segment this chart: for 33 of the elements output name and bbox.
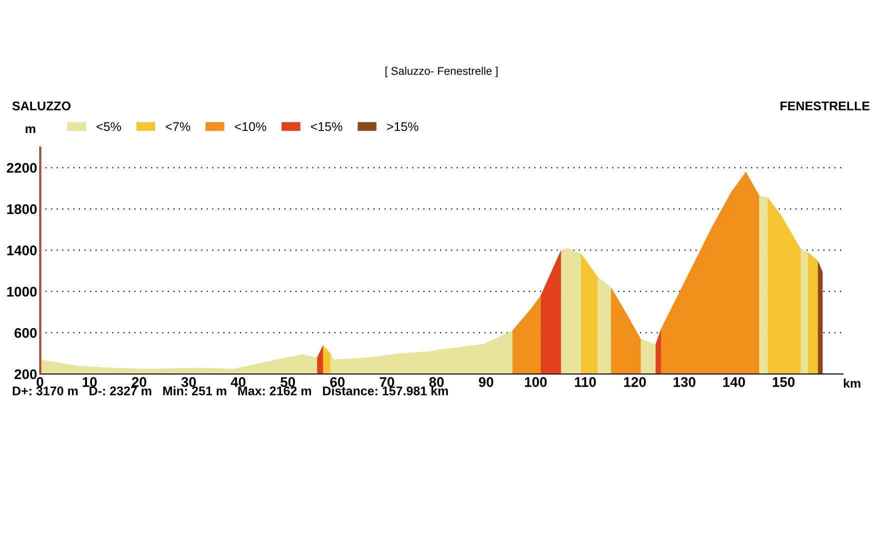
y-tick-label: 200	[14, 369, 37, 380]
x-tick-label: 100	[524, 377, 547, 387]
legend-label: <15%	[310, 122, 342, 132]
x-tick-label: 10	[82, 377, 97, 387]
y-tick-label: 1800	[7, 204, 37, 214]
y-tick-label: 1000	[7, 286, 37, 297]
x-tick-label: 140	[723, 377, 745, 387]
x-tick-label: 90	[478, 377, 494, 387]
legend-label: <7%	[166, 122, 190, 131]
x-tick-label: 20	[132, 377, 146, 387]
y-tick-label: 600	[14, 328, 37, 338]
x-tick-label: 0	[36, 377, 44, 387]
text: FENESTRELLE	[780, 102, 870, 110]
legend-label: <10%	[234, 122, 266, 132]
x-tick-label: 70	[380, 377, 394, 387]
text: D+: 3170 m D-: 2327 m Min: 251 m Max: 2162 m Distance: 157.981 km	[12, 386, 448, 396]
x-tick-label: 120	[624, 377, 646, 387]
x-tick-label: 40	[230, 377, 246, 387]
x-tick-label: 30	[181, 377, 196, 387]
x-tick-label: 150	[772, 377, 795, 387]
x-axis-title: km	[844, 378, 860, 388]
chart-title: [ Saluzzo- Fenestrelle ]	[385, 66, 498, 78]
x-tick-label: 110	[574, 377, 596, 387]
x-tick-label: 80	[429, 377, 444, 387]
y-tick-label: 1400	[7, 246, 37, 256]
y-tick-label: 2200	[6, 162, 37, 173]
x-tick-label: 130	[674, 377, 696, 387]
text: SALUZZO	[12, 102, 70, 110]
legend-label: <5%	[96, 122, 121, 132]
x-tick-label: 60	[330, 377, 345, 387]
x-tick-label: 50	[280, 377, 295, 387]
legend-label: >15%	[387, 122, 418, 132]
y-axis-title: m	[26, 126, 36, 134]
